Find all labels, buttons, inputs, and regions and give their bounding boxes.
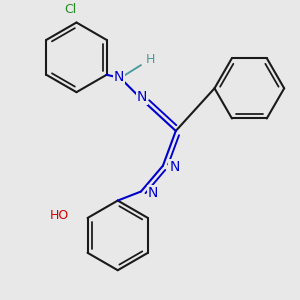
Text: H: H: [145, 53, 155, 66]
Text: N: N: [114, 70, 124, 84]
Text: N: N: [147, 186, 158, 200]
Text: N: N: [137, 90, 147, 104]
Text: HO: HO: [50, 209, 69, 222]
Text: Cl: Cl: [64, 3, 76, 16]
Text: N: N: [169, 160, 180, 174]
